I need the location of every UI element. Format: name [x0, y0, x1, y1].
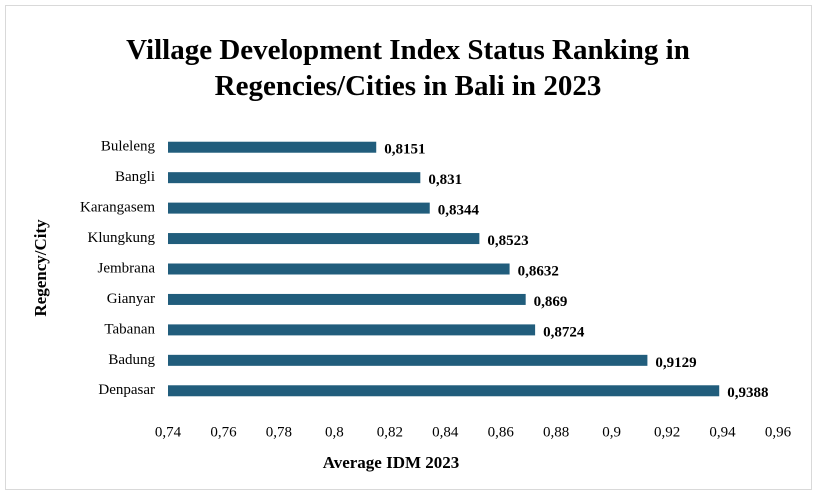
y-axis-label: Regency/City — [31, 219, 50, 317]
y-tick-label: Buleleng — [101, 139, 156, 155]
chart-border — [5, 5, 812, 490]
y-tick-label: Bangli — [115, 169, 155, 185]
bar — [168, 141, 377, 153]
y-tick-label: Gianyar — [107, 291, 155, 307]
x-tick-label: 0,76 — [210, 424, 237, 440]
bar — [168, 263, 510, 275]
x-tick-label: 0,74 — [155, 424, 182, 440]
y-tick-label: Badung — [108, 352, 155, 368]
data-label: 0,8151 — [384, 142, 425, 158]
data-label: 0,8724 — [543, 324, 585, 340]
data-label: 0,9388 — [727, 385, 768, 401]
x-tick-label: 0,86 — [488, 424, 515, 440]
x-tick-label: 0,88 — [543, 424, 569, 440]
x-tick-label: 0,94 — [709, 424, 736, 440]
bar — [168, 385, 720, 397]
bar — [168, 354, 648, 366]
y-tick-label: Klungkung — [88, 230, 156, 246]
y-tick-label: Tabanan — [104, 321, 155, 337]
x-tick-label: 0,84 — [432, 424, 459, 440]
bar — [168, 172, 421, 184]
data-label: 0,8523 — [487, 233, 528, 249]
y-tick-label: Jembrana — [98, 260, 156, 276]
bar — [168, 324, 536, 336]
bar — [168, 202, 430, 214]
x-tick-label: 0,96 — [765, 424, 792, 440]
x-tick-label: 0,78 — [266, 424, 292, 440]
y-tick-label: Denpasar — [98, 382, 155, 398]
data-label: 0,9129 — [655, 355, 696, 371]
chart-title: Village Development Index Status Ranking… — [126, 34, 690, 102]
x-tick-label: 0,82 — [377, 424, 403, 440]
x-axis-label: Average IDM 2023 — [323, 453, 460, 472]
x-tick-label: 0,92 — [654, 424, 680, 440]
bar — [168, 233, 480, 245]
data-label: 0,831 — [428, 172, 462, 188]
data-label: 0,8632 — [518, 263, 559, 279]
x-tick-label: 0,9 — [602, 424, 621, 440]
y-tick-label: Karangasem — [80, 200, 155, 216]
bar — [168, 293, 526, 305]
data-label: 0,8344 — [438, 203, 480, 219]
x-tick-label: 0,8 — [325, 424, 344, 440]
data-label: 0,869 — [534, 294, 568, 310]
